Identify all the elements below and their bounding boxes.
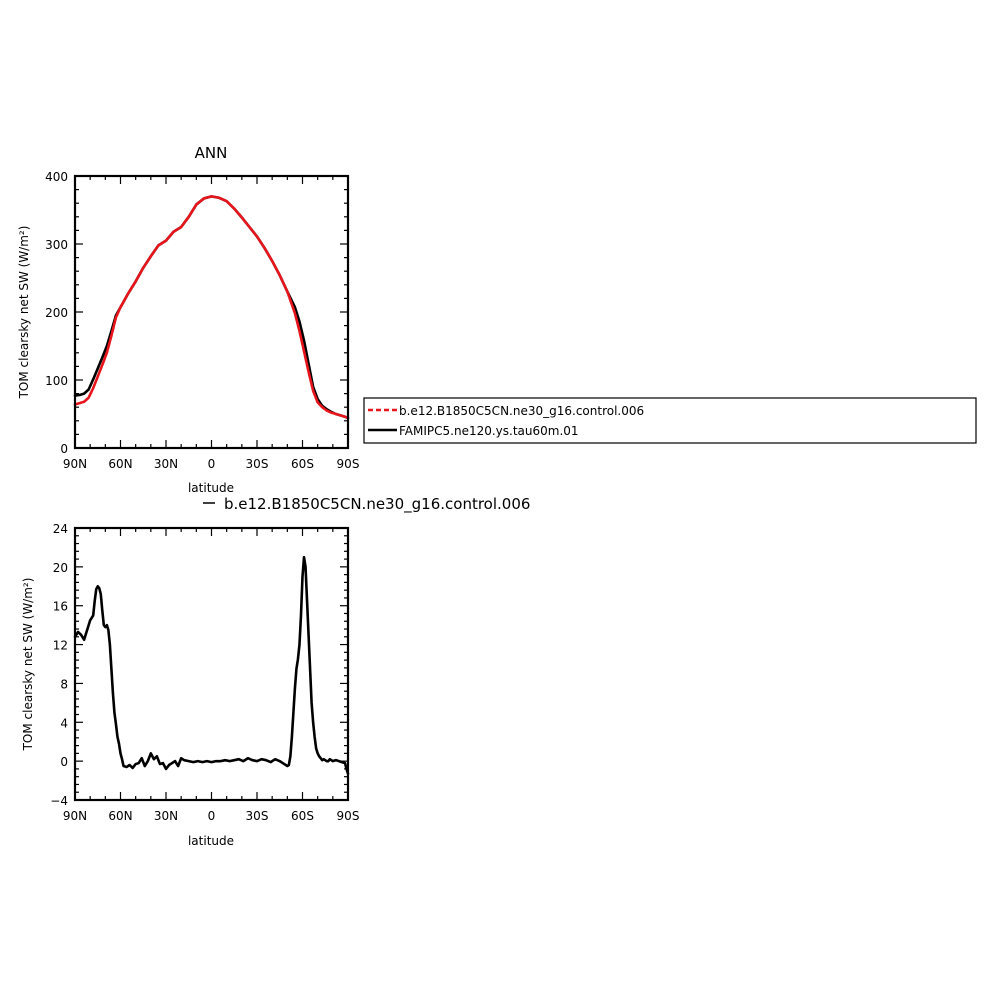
- bottom-y-tick-label: −4: [50, 794, 68, 808]
- legend-box: [363, 397, 977, 444]
- bottom-panel-tick-labels: 90N 60N 30N 0 30S 60S 90S −4 0 4 8 12 16 20 24: [50, 522, 359, 823]
- top-y-tick-label: 300: [45, 238, 68, 252]
- top-series-line-1: [73, 195, 350, 420]
- bottom-x-tick-label: 90N: [63, 809, 87, 823]
- top-y-tick-label: 100: [45, 374, 68, 388]
- top-panel-ylabel: TOM clearsky net SW (W/m²): [17, 226, 31, 400]
- bottom-y-tick-label: 12: [53, 639, 68, 653]
- bottom-panel-frame: [73, 526, 350, 802]
- top-panel-frame: [73, 174, 350, 450]
- top-x-tick-label: 60N: [108, 457, 132, 471]
- top-y-tick-label: 0: [60, 442, 68, 456]
- top-x-tick-label: 0: [208, 457, 216, 471]
- top-panel-series: [73, 195, 350, 420]
- top-x-tick-label: 90S: [337, 457, 360, 471]
- top-y-tick-label: 400: [45, 170, 68, 184]
- legend: b.e12.B1850C5CN.ne30_g16.control.006 FAM…: [363, 397, 977, 444]
- bottom-panel-xlabel: latitude: [188, 834, 234, 848]
- bottom-x-tick-label: 30N: [154, 809, 178, 823]
- top-panel-title: ANN: [195, 144, 228, 162]
- bottom-panel: b.e12.B1850C5CN.ne30_g16.control.006 90N…: [21, 495, 530, 848]
- bottom-x-tick-label: 90S: [337, 809, 360, 823]
- bottom-y-tick-label: 16: [53, 600, 68, 614]
- bottom-y-tick-label: 0: [60, 755, 68, 769]
- bottom-panel-series: [73, 555, 350, 776]
- bottom-panel-ylabel: TOM clearsky net SW (W/m²): [21, 578, 35, 752]
- top-panel-xlabel: latitude: [188, 481, 234, 495]
- top-x-tick-label: 60S: [291, 457, 314, 471]
- top-x-tick-label: 30S: [246, 457, 269, 471]
- bottom-x-tick-label: 60S: [291, 809, 314, 823]
- top-panel-tick-labels: 90N 60N 30N 0 30S 60S 90S 0 100 200 300 400: [45, 170, 359, 471]
- bottom-x-tick-label: 60N: [108, 809, 132, 823]
- top-series-line-2: [73, 195, 350, 420]
- bottom-y-tick-label: 20: [53, 561, 68, 575]
- bottom-y-tick-label: 4: [60, 716, 68, 730]
- bottom-panel-ticks: [74, 527, 349, 801]
- bottom-series-line-1: [73, 555, 350, 776]
- top-y-tick-label: 200: [45, 306, 68, 320]
- legend-entry-series-1: b.e12.B1850C5CN.ne30_g16.control.006: [399, 404, 644, 418]
- top-x-tick-label: 90N: [63, 457, 87, 471]
- bottom-y-tick-label: 24: [53, 522, 68, 536]
- top-x-tick-label: 30N: [154, 457, 178, 471]
- legend-entry-series-2: FAMIPC5.ne120.ys.tau60m.01: [399, 424, 579, 438]
- bottom-x-tick-label: 30S: [246, 809, 269, 823]
- bottom-y-tick-label: 8: [60, 677, 68, 691]
- bottom-x-tick-label: 0: [208, 809, 216, 823]
- bottom-panel-title: b.e12.B1850C5CN.ne30_g16.control.006: [224, 495, 530, 514]
- top-panel: ANN 90N 60N 30N 0 30S 60S 90S 0 100 200 300 400 lat…: [17, 144, 359, 495]
- top-panel-ticks: [74, 175, 349, 449]
